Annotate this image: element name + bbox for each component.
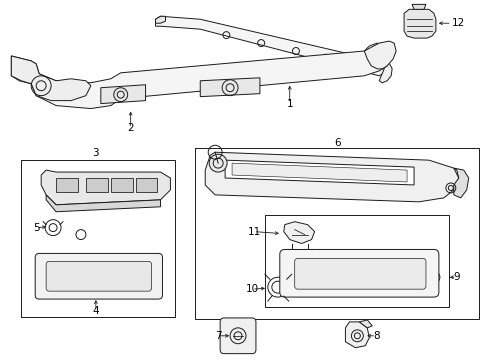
Polygon shape xyxy=(101,85,145,104)
Text: 8: 8 xyxy=(372,331,379,341)
Text: 2: 2 xyxy=(127,123,134,134)
FancyBboxPatch shape xyxy=(220,318,255,354)
Polygon shape xyxy=(224,160,413,185)
Bar xyxy=(111,178,132,192)
FancyBboxPatch shape xyxy=(279,249,438,297)
Polygon shape xyxy=(11,56,91,100)
Text: 10: 10 xyxy=(245,284,258,294)
Polygon shape xyxy=(41,170,170,205)
Polygon shape xyxy=(345,322,368,348)
Polygon shape xyxy=(411,4,425,9)
Polygon shape xyxy=(155,16,165,23)
FancyBboxPatch shape xyxy=(46,261,151,291)
Text: 9: 9 xyxy=(452,272,459,282)
FancyBboxPatch shape xyxy=(294,258,425,289)
Text: 4: 4 xyxy=(92,306,99,316)
Bar xyxy=(86,178,107,192)
Text: 12: 12 xyxy=(451,18,465,28)
Bar xyxy=(56,178,78,192)
Text: 1: 1 xyxy=(286,99,292,109)
Text: 6: 6 xyxy=(333,138,340,148)
Text: 11: 11 xyxy=(247,226,260,237)
Polygon shape xyxy=(232,163,406,182)
Polygon shape xyxy=(11,43,388,109)
Polygon shape xyxy=(283,222,314,243)
Circle shape xyxy=(209,154,226,172)
Text: 3: 3 xyxy=(92,148,99,158)
Polygon shape xyxy=(155,16,384,76)
Text: 5: 5 xyxy=(33,222,40,233)
FancyBboxPatch shape xyxy=(35,253,162,299)
Text: 7: 7 xyxy=(214,331,221,341)
Polygon shape xyxy=(403,9,435,38)
Polygon shape xyxy=(359,320,371,328)
Polygon shape xyxy=(364,41,395,69)
Bar xyxy=(264,215,448,307)
Polygon shape xyxy=(453,168,468,198)
Polygon shape xyxy=(205,152,458,202)
Bar xyxy=(135,178,157,192)
Polygon shape xyxy=(200,78,260,96)
Polygon shape xyxy=(46,195,160,212)
Bar xyxy=(21,160,175,317)
Polygon shape xyxy=(379,61,391,83)
Bar xyxy=(195,148,478,319)
